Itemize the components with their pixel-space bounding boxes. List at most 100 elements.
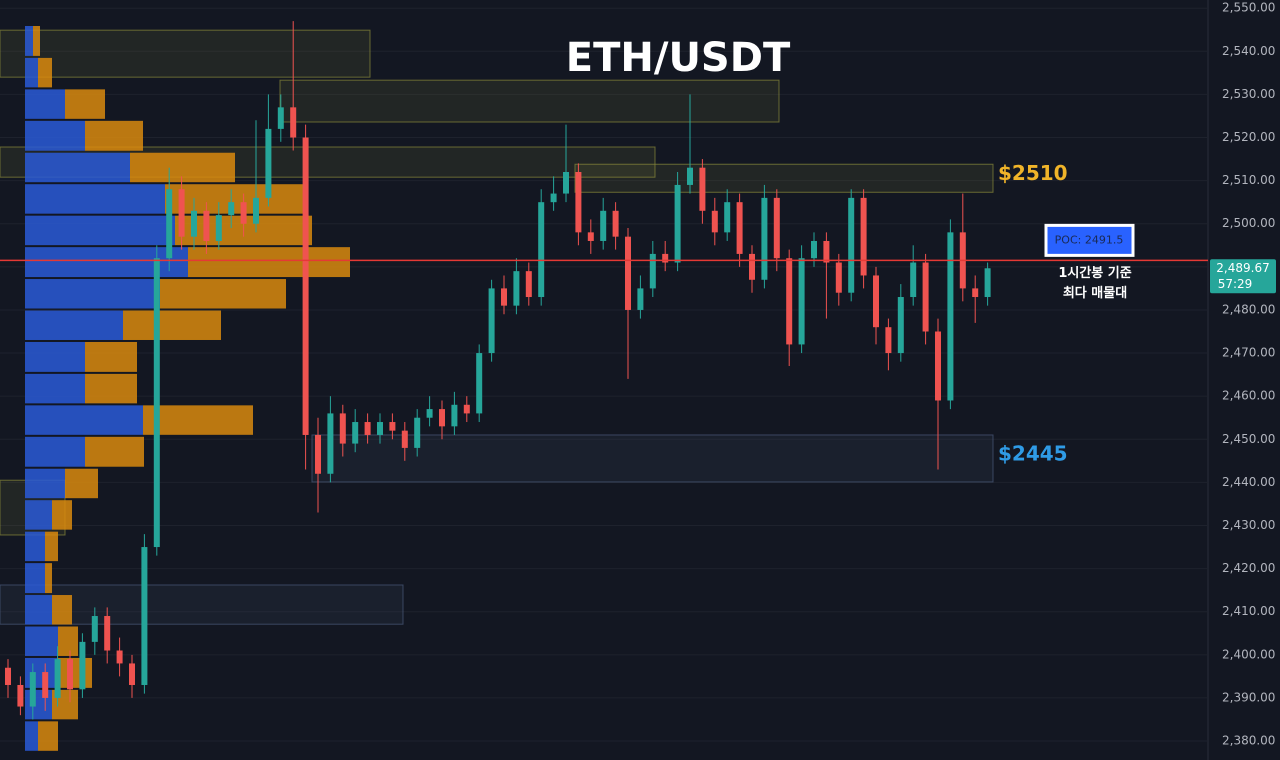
candle-body [104, 616, 111, 651]
profile-sell [85, 436, 144, 467]
candle-body [897, 297, 904, 354]
poc-note: 1시간봉 기준 [1058, 265, 1131, 281]
candle-body [823, 240, 830, 263]
profile-buy [25, 436, 85, 467]
candle-body [327, 413, 334, 474]
candle-body [315, 434, 321, 474]
candle-body [42, 672, 49, 698]
y-tick-label: 2,380.00 [1222, 734, 1275, 748]
candle-body [761, 197, 768, 280]
y-tick-label: 2,410.00 [1222, 604, 1275, 618]
candle-body [290, 107, 297, 138]
profile-sell [123, 310, 221, 340]
candle-body [786, 258, 793, 345]
profile-sell [38, 721, 58, 751]
candle-body [711, 210, 718, 233]
candle-body [798, 258, 805, 345]
profile-sell [33, 26, 40, 56]
profile-sell [130, 152, 235, 183]
y-tick-label: 2,540.00 [1222, 44, 1275, 58]
profile-sell [85, 373, 137, 404]
candle-body [649, 253, 656, 289]
level-label: $2445 [998, 441, 1068, 465]
candle-body [662, 253, 669, 263]
candle-body [910, 262, 917, 298]
profile-buy [25, 626, 58, 656]
candle-body [848, 197, 855, 293]
candle-body [835, 262, 842, 293]
y-tick-label: 2,500.00 [1222, 216, 1275, 230]
profile-sell [165, 184, 305, 214]
candle-body [637, 288, 644, 310]
candle-body [215, 215, 222, 241]
profile-sell [85, 341, 137, 372]
profile-sell [160, 279, 286, 309]
price-zone [0, 29, 371, 78]
candle-body [860, 197, 867, 276]
candle-body [339, 413, 346, 444]
profile-sell [45, 563, 52, 594]
profile-sell [52, 595, 72, 625]
profile-buy [25, 89, 65, 119]
profile-buy [25, 373, 85, 404]
candle-body [277, 107, 284, 129]
candle-body [352, 422, 359, 444]
profile-buy [25, 595, 52, 625]
profile-sell [45, 531, 58, 562]
candle-body [203, 210, 210, 241]
candle-body [302, 137, 309, 435]
price-tag [1210, 259, 1276, 294]
y-tick-label: 2,520.00 [1222, 130, 1275, 144]
candles [5, 21, 991, 720]
profile-sell [188, 247, 350, 278]
profile-sell [65, 468, 98, 499]
candle-body [687, 167, 693, 185]
candle-body [947, 232, 954, 401]
candle-body [414, 417, 421, 448]
candle-body [166, 189, 173, 259]
candle-body [426, 409, 433, 418]
y-tick-label: 2,480.00 [1222, 302, 1275, 316]
countdown: 57:29 [1218, 277, 1253, 291]
candle-body [811, 240, 817, 259]
candle-body [538, 202, 545, 298]
y-tick-label: 2,400.00 [1222, 647, 1275, 661]
candle-body [401, 430, 408, 448]
profile-sell [52, 500, 72, 530]
candle-body [885, 327, 892, 354]
candle-body [525, 271, 532, 298]
candle-body [364, 422, 371, 435]
profile-buy [25, 120, 85, 151]
candle-body [699, 167, 706, 211]
profile-buy [25, 152, 130, 183]
candle-body [153, 258, 160, 548]
candle-body [488, 288, 495, 354]
volume-profile [25, 26, 350, 751]
profile-buy [25, 721, 38, 751]
poc-label: POC: 2491.5 [1055, 233, 1124, 246]
candle-body [513, 271, 520, 306]
candle-body [463, 404, 470, 414]
candle-body [550, 193, 557, 203]
candle-body [749, 253, 755, 280]
candle-body [67, 659, 73, 690]
candle-body [736, 202, 743, 254]
candle-body [563, 172, 569, 194]
y-tick-label: 2,530.00 [1222, 87, 1275, 101]
candle-body [5, 667, 11, 685]
profile-buy [25, 247, 188, 278]
profile-buy [25, 531, 45, 562]
candle-body [265, 128, 272, 198]
price-zone [279, 79, 780, 123]
candle-body [984, 268, 991, 298]
y-tick-label: 2,470.00 [1222, 346, 1275, 360]
candle-body [724, 202, 731, 233]
candle-body [240, 202, 247, 224]
profile-sell [58, 657, 92, 688]
profile-sell [58, 626, 78, 656]
y-tick-label: 2,460.00 [1222, 389, 1275, 403]
y-tick-label: 2,450.00 [1222, 432, 1275, 446]
